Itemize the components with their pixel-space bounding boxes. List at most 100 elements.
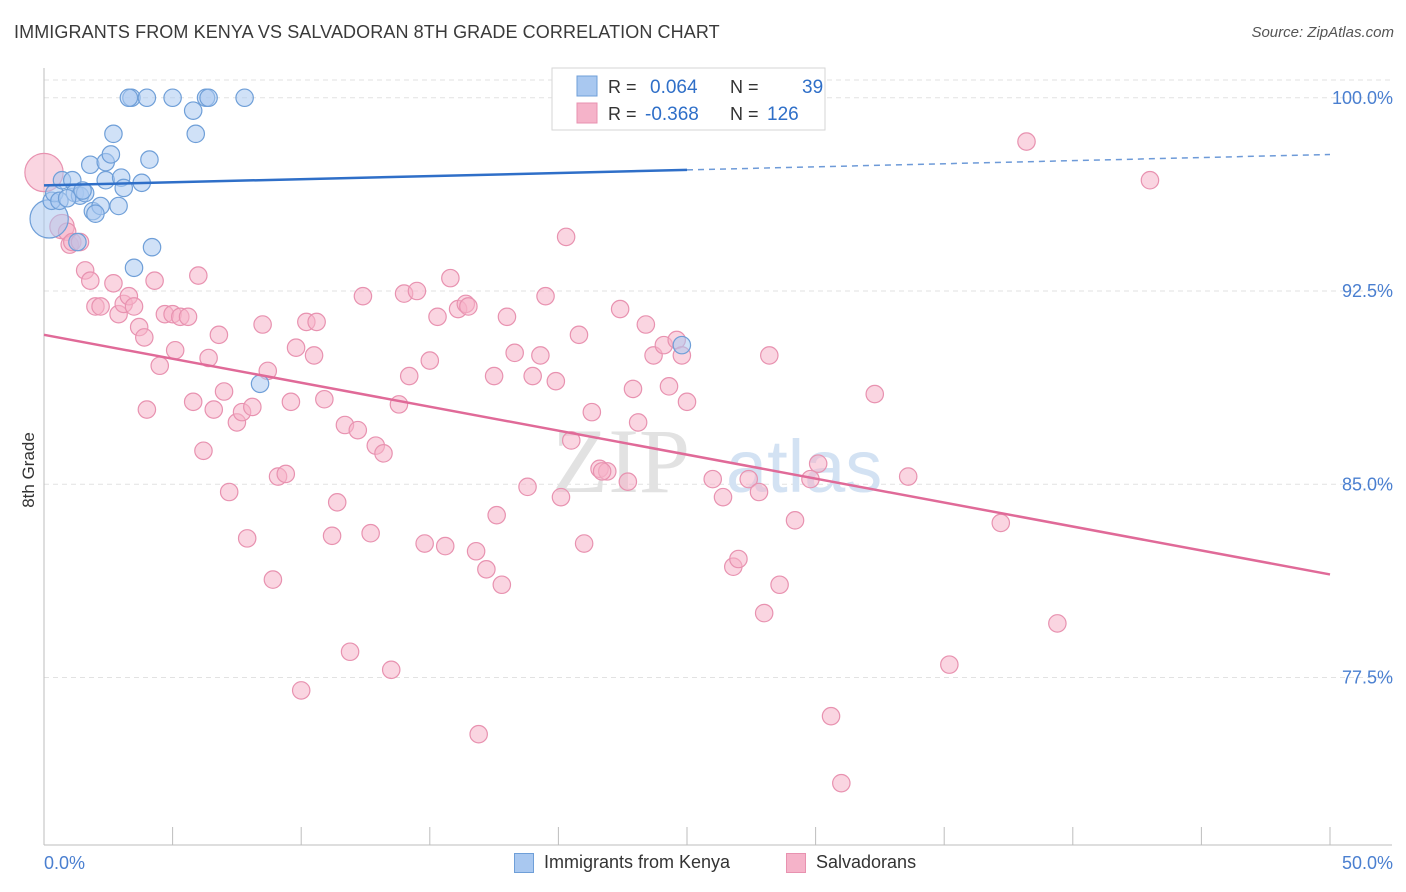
kenya-point [672,335,692,355]
salvadoran-point [898,467,918,486]
salvadoran-point [574,534,594,553]
salvadoran-point [353,286,373,306]
salvadoran-point [556,227,576,247]
salvadoran-point [677,392,697,412]
salvadoran-point [865,384,885,404]
salvadoran-point [183,392,203,412]
y-tick-label: 77.5% [1342,668,1393,688]
axis-layer [43,68,1392,846]
salvadoran-point [389,395,409,414]
salvadoran-point [729,549,748,569]
kenya-point [68,232,87,252]
salvadoran-point [940,655,959,674]
salvadoran-point [381,660,401,680]
bottom-legend: Immigrants from Kenya Salvadorans [0,852,1406,878]
kenya-point [81,155,100,175]
salvadoran-point [304,346,324,365]
legend-r-label-salvadoran: R = [608,104,637,124]
salvadoran-point [760,346,779,365]
x-tick-label-end: 50.0% [1342,853,1393,873]
salvadoran-point [523,366,542,386]
salvadoran-point [582,402,602,422]
salvadoran-point [315,389,334,409]
salvadoran-point [546,371,566,391]
kenya-trend-extension [686,153,1331,171]
salvadoran-point [623,379,643,399]
salvadoran-point [253,315,272,334]
salvadoran-point [214,382,234,401]
salvadoran-point [497,307,517,327]
salvadoran-point [348,420,368,440]
salvadoran-point [821,706,841,726]
salvadoran-point [1017,132,1036,151]
legend-r-value-kenya: 0.064 [650,77,698,98]
legend-swatch-salvadoran [576,102,598,124]
source-label: Source: ZipAtlas.com [1251,24,1394,41]
legend-n-label-salvadoran: N = [730,104,759,124]
salvadoran-point [415,534,434,553]
salvadoran-point [770,575,789,595]
kenya-point [235,88,254,108]
salvadoran-point [407,281,427,301]
kenya-point [114,178,134,198]
kenya-point [199,88,218,108]
kenya-trend-line [43,168,688,187]
salvadoran-point [569,325,589,345]
salvadoran-point [281,392,301,412]
salvadoran-point [104,273,123,293]
salvadoran-point [435,536,455,556]
salvadoran-point [307,312,326,332]
salvadoran-point [135,328,154,347]
salvadoran-point [592,462,612,481]
salvadoran-point [276,464,296,484]
salvadoran-point [81,271,100,291]
salvadoran-point [551,487,571,507]
salvadoran-point [145,271,164,291]
x-tick-label-start: 0.0% [44,853,85,873]
kenya-point [104,124,123,144]
legend-n-label-kenya: N = [730,77,759,97]
legend-box: R = 0.064 N = 39 R = -0.368 N = 126 [551,67,826,131]
legend-r-label-kenya: R = [608,77,637,97]
salvadoran-point [286,338,306,357]
bottom-legend-label-salvadoran: Salvadorans [816,852,917,872]
salvadoran-point [399,366,419,386]
tick-labels: 77.5% 85.0% 92.5% 100.0% 0.0% 50.0% [44,88,1393,873]
salvadoran-point [739,469,759,489]
salvadoran-point [518,477,537,497]
salvadoran-point [1140,170,1160,190]
salvadoran-point [469,724,488,744]
salvadoran-point [327,493,347,512]
salvadoran-point [420,351,440,370]
salvadoran-point [466,541,486,561]
bottom-legend-swatch-salvadoran [786,852,806,873]
kenya-point [137,88,157,108]
y-tick-label: 100.0% [1332,88,1393,108]
salvadoran-point [361,523,380,543]
kenya-point [73,181,92,200]
watermark: ZIP atlas [552,410,882,512]
salvadoran-point [1048,614,1067,633]
salvadoran-point [610,299,630,319]
salvadoran-point [561,431,581,450]
salvadoran-point [477,560,496,579]
kenya-point [183,101,203,120]
salvadoran-point [484,366,504,386]
salvadoran-point [808,454,828,473]
salvadoran-point [618,472,638,491]
grid-layer [44,79,1392,679]
salvadoran-point [137,400,157,419]
salvadoran-point [263,570,283,589]
legend-n-value-kenya: 39 [802,77,823,98]
kenya-point [101,145,121,164]
kenya-point [250,374,270,394]
legend-swatch-kenya [576,75,598,97]
salvadoran-point [492,575,512,595]
salvadoran-point [659,377,679,396]
kenya-point [86,204,105,224]
bottom-legend-swatch-kenya [514,852,534,873]
salvadoran-point [243,397,262,417]
salvadoran-point [636,315,656,334]
kenya-point [96,170,116,190]
salvadoran-point [505,343,524,363]
